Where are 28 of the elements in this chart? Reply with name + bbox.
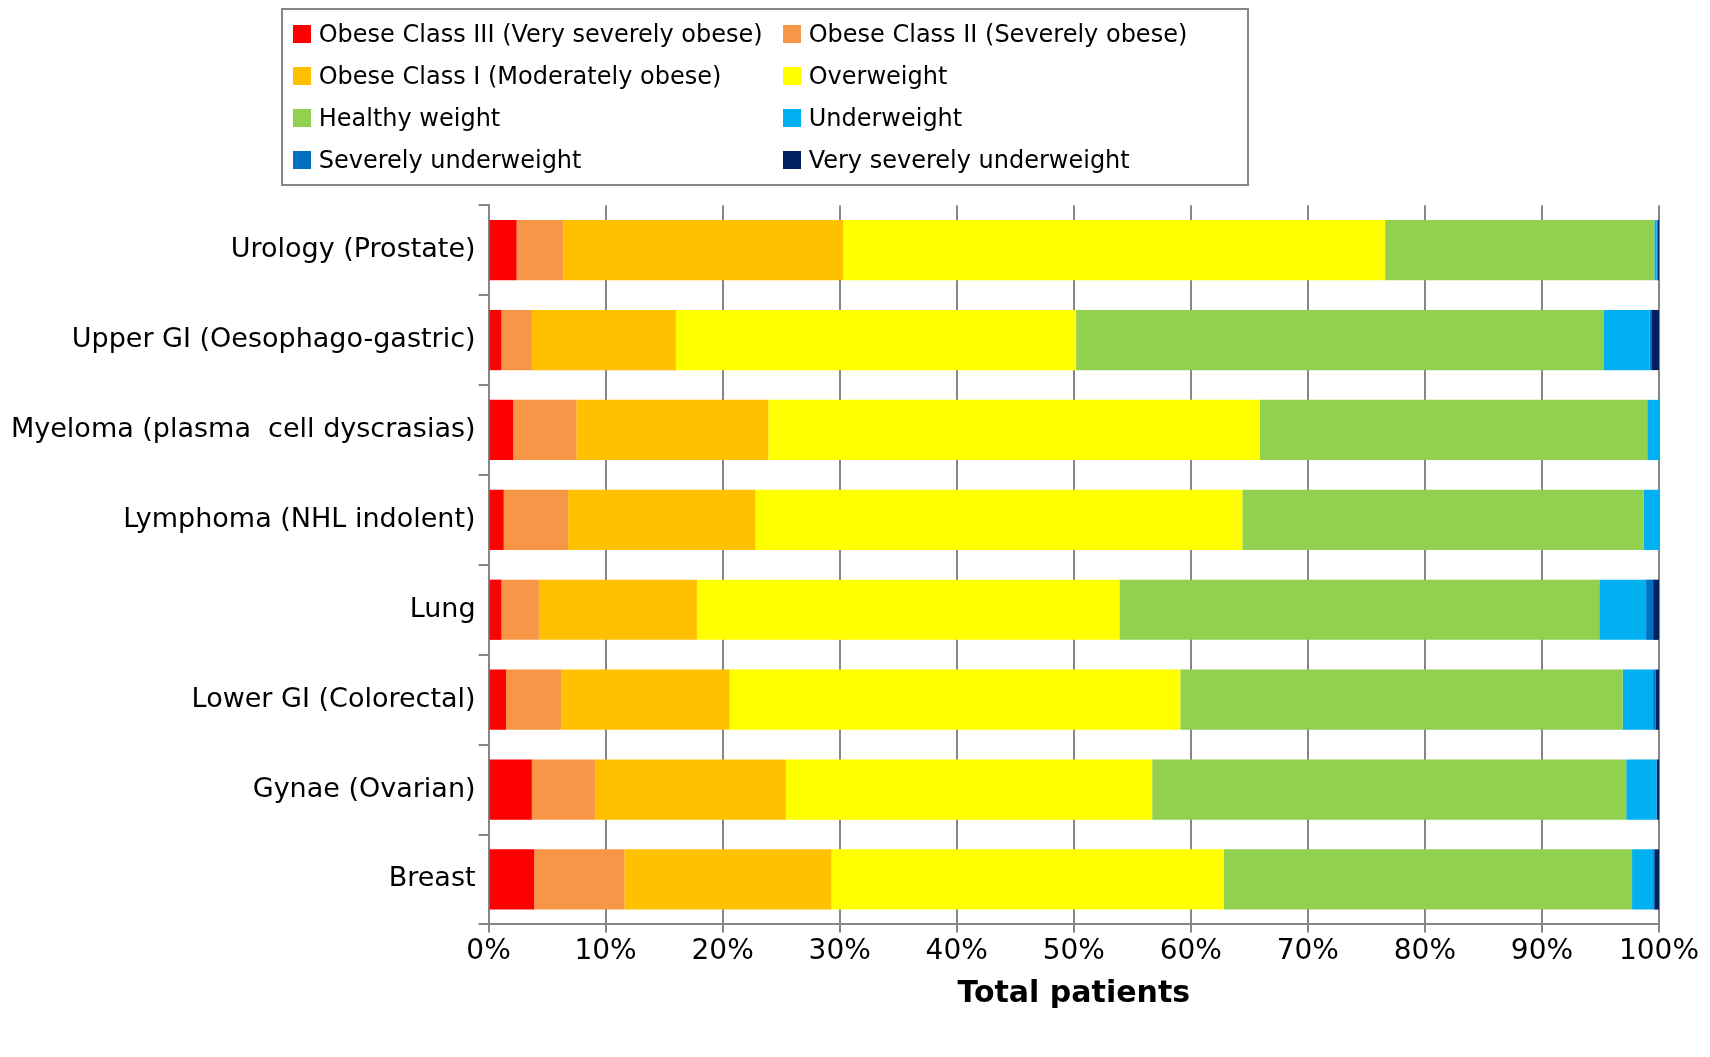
- legend-label: Healthy weight: [318, 104, 501, 132]
- legend-label: Obese Class I (Moderately obese): [318, 62, 722, 90]
- x-axis-title: Total patients: [957, 973, 1191, 1009]
- x-tick-label: 90%: [1510, 933, 1574, 967]
- y-tick-label: Gynae (Ovarian): [252, 771, 476, 803]
- legend-label: Obese Class II (Severely obese): [808, 20, 1188, 48]
- y-tick-label: Lung: [409, 591, 476, 623]
- x-tick-label: 40%: [925, 933, 988, 967]
- legend-label: Underweight: [808, 104, 963, 132]
- y-tick-label: Lower GI (Colorectal): [191, 681, 476, 713]
- y-tick-label: Upper GI (Oesophago-gastric): [71, 322, 476, 354]
- y-tick-label: Breast: [388, 861, 476, 893]
- y-tick-label: Urology (Prostate): [230, 232, 476, 264]
- x-tick-label: 30%: [808, 933, 871, 967]
- x-tick-label: 100%: [1618, 933, 1700, 967]
- legend-label: Overweight: [808, 62, 948, 90]
- x-tick-label: 70%: [1276, 933, 1339, 967]
- x-tick-label: 0%: [466, 933, 511, 967]
- legend-label: Very severely underweight: [808, 146, 1130, 174]
- x-tick-label: 10%: [574, 933, 637, 967]
- legend-label: Severely underweight: [318, 146, 582, 174]
- x-tick-label: 20%: [691, 933, 754, 967]
- x-tick-label: 80%: [1393, 933, 1457, 967]
- x-tick-label: 50%: [1042, 933, 1105, 967]
- y-tick-label: Myeloma (plasma cell dyscrasias): [10, 411, 476, 443]
- y-tick-label: Lymphoma (NHL indolent): [123, 501, 476, 533]
- legend-label: Obese Class III (Very severely obese): [318, 20, 763, 48]
- x-tick-label: 60%: [1159, 933, 1222, 967]
